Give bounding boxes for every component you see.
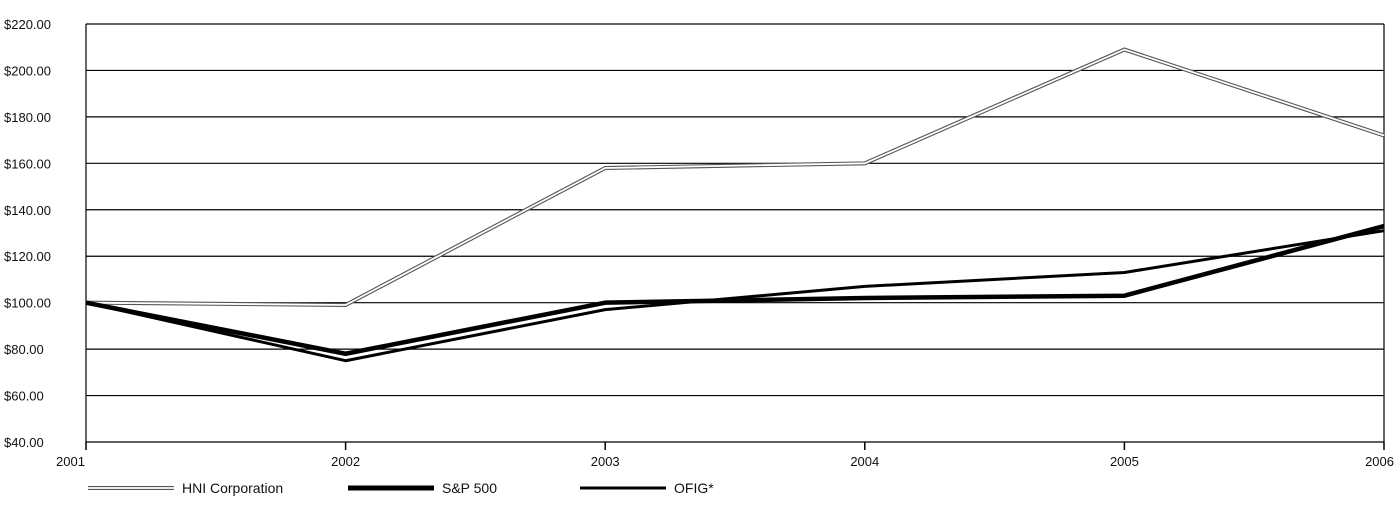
series-line-hni-outer — [85, 47, 1385, 307]
y-tick-label: $200.00 — [4, 63, 51, 78]
x-tick-label: 2003 — [591, 454, 620, 469]
y-tick-label: $220.00 — [4, 17, 51, 32]
x-tick-label: 2001 — [56, 454, 85, 469]
y-tick-label: $140.00 — [4, 203, 51, 218]
legend-label: S&P 500 — [442, 480, 497, 496]
y-tick-label: $80.00 — [4, 342, 44, 357]
x-tick-label: 2004 — [850, 454, 879, 469]
y-tick-label: $120.00 — [4, 249, 51, 264]
y-tick-label: $60.00 — [4, 389, 44, 404]
series-line-hni-inner — [85, 48, 1385, 306]
x-tick-label: 2006 — [1365, 454, 1394, 469]
y-tick-label: $180.00 — [4, 110, 51, 125]
legend-label: HNI Corporation — [182, 480, 283, 496]
y-tick-label: $100.00 — [4, 296, 51, 311]
legend-label: OFIG* — [674, 480, 714, 496]
x-tick-label: 2005 — [1110, 454, 1139, 469]
y-tick-label: $160.00 — [4, 156, 51, 171]
y-tick-label: $40.00 — [4, 435, 44, 450]
series-line-ofig — [85, 229, 1385, 363]
x-tick-label: 2002 — [331, 454, 360, 469]
series-line-sp500 — [85, 223, 1385, 357]
